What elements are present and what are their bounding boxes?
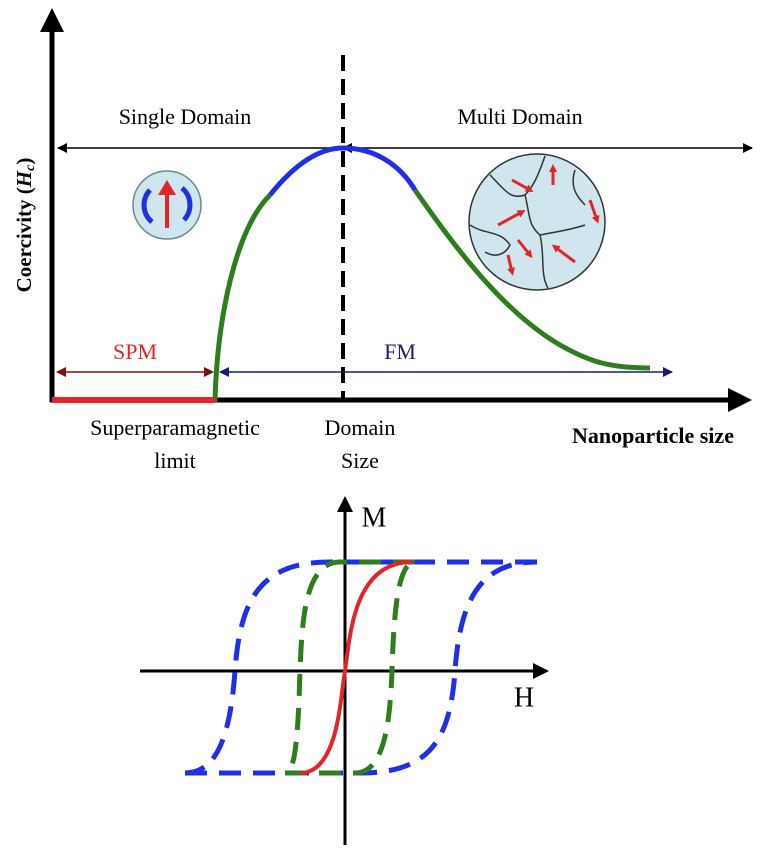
- single-domain-icon: [132, 170, 202, 240]
- hysteresis-loops: [184, 559, 538, 776]
- coercivity-curve: [212, 145, 651, 403]
- y-axis-label-subscript: c: [23, 164, 38, 171]
- spm-curve: [299, 560, 413, 775]
- bottom-labels: M H: [362, 502, 535, 713]
- region-left-label: Single Domain: [119, 104, 252, 129]
- y-axis-label: Coercivity (Hc): [12, 158, 38, 293]
- m-axis-label: M: [362, 502, 387, 533]
- domain-size-label: Size: [341, 448, 379, 473]
- region-right-label: Multi Domain: [457, 104, 582, 129]
- y-axis-label-text: ): [12, 158, 36, 165]
- h-axis-label: H: [514, 682, 534, 713]
- limit-label: limit: [154, 448, 196, 473]
- top-labels: Single Domain Multi Domain SPM FM Superp…: [12, 104, 734, 473]
- spm-label: SPM: [113, 339, 157, 364]
- limit-label: Superparamagnetic: [90, 415, 260, 440]
- fm-label: FM: [384, 339, 416, 364]
- x-axis-label: Nanoparticle size: [572, 423, 734, 448]
- domain-size-label: Domain: [325, 415, 396, 440]
- y-axis-label-symbol: H: [12, 170, 36, 188]
- multi-domain-icon: [468, 153, 606, 291]
- y-axis-label-text: Coercivity (: [12, 187, 36, 292]
